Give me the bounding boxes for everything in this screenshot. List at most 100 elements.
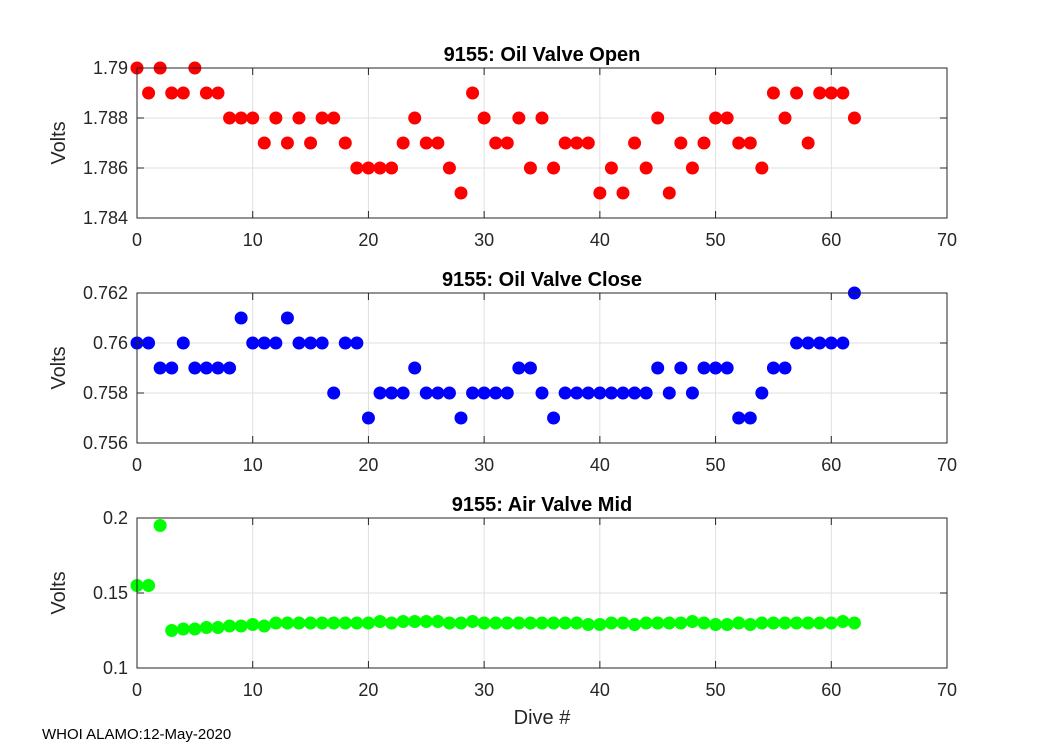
data-point xyxy=(327,111,341,125)
axes-frame xyxy=(136,67,948,219)
data-point xyxy=(570,136,584,150)
data-point xyxy=(373,615,387,628)
data-point xyxy=(442,386,456,400)
data-point xyxy=(628,136,642,150)
data-point xyxy=(280,311,294,325)
y-tick-label: 1.79 xyxy=(93,58,128,78)
data-point xyxy=(662,186,676,200)
x-tick-label: 40 xyxy=(590,455,610,475)
data-point xyxy=(477,111,491,125)
plot-area xyxy=(137,293,947,443)
data-point xyxy=(176,622,190,636)
data-point xyxy=(361,411,375,425)
data-point xyxy=(396,136,410,150)
x-tick-label: 60 xyxy=(821,455,841,475)
data-point xyxy=(315,336,329,350)
data-point xyxy=(304,336,318,350)
data-point xyxy=(176,86,190,100)
y-axis-label: Volts xyxy=(48,571,70,614)
data-point xyxy=(801,336,815,350)
data-point xyxy=(199,361,213,375)
data-point xyxy=(292,336,306,350)
data-point xyxy=(593,186,607,200)
data-point xyxy=(709,618,723,631)
x-tick-label: 20 xyxy=(358,680,378,700)
data-point xyxy=(327,616,341,630)
data-point xyxy=(142,579,156,592)
data-point xyxy=(246,336,260,350)
x-tick-label: 70 xyxy=(937,230,957,250)
data-point xyxy=(442,616,456,630)
data-point xyxy=(743,618,757,631)
data-point xyxy=(454,616,468,630)
data-point xyxy=(466,386,480,400)
data-point xyxy=(535,386,549,400)
data-point xyxy=(477,386,491,400)
data-point xyxy=(836,336,850,350)
data-point xyxy=(477,616,491,630)
data-point xyxy=(350,616,364,630)
data-point xyxy=(755,386,769,400)
chart-title: 9155: Oil Valve Open xyxy=(444,44,641,66)
data-point xyxy=(188,361,202,375)
y-tick-label: 0.76 xyxy=(93,333,128,353)
data-point xyxy=(142,86,156,100)
data-point xyxy=(466,615,480,628)
data-point xyxy=(720,361,734,375)
data-point xyxy=(847,111,861,125)
data-point xyxy=(651,111,665,125)
x-tick-label: 10 xyxy=(243,680,263,700)
data-point xyxy=(199,86,213,100)
x-tick-label: 30 xyxy=(474,455,494,475)
data-point xyxy=(813,336,827,350)
data-point xyxy=(558,136,572,150)
data-point xyxy=(165,361,179,375)
chart-title: 9155: Air Valve Mid xyxy=(452,494,632,516)
y-axis-label: Volts xyxy=(48,346,70,389)
data-point xyxy=(836,615,850,628)
footer-label: WHOI ALAMO:12-May-2020 xyxy=(42,726,232,743)
data-point xyxy=(593,618,607,631)
data-point xyxy=(616,386,630,400)
data-point xyxy=(535,111,549,125)
data-point xyxy=(709,361,723,375)
data-point xyxy=(234,111,248,125)
data-point xyxy=(801,136,815,150)
data-point xyxy=(651,361,665,375)
data-point xyxy=(674,361,688,375)
data-point xyxy=(709,111,723,125)
data-point xyxy=(373,161,387,175)
data-point xyxy=(408,361,422,375)
data-point xyxy=(338,336,352,350)
data-point xyxy=(350,161,364,175)
x-tick-label: 40 xyxy=(590,680,610,700)
data-point xyxy=(280,616,294,630)
data-point xyxy=(616,186,630,200)
data-point xyxy=(223,361,237,375)
data-point xyxy=(234,619,248,633)
y-tick-label: 0.2 xyxy=(103,508,128,528)
data-point xyxy=(489,136,503,150)
data-point xyxy=(246,111,260,125)
data-point xyxy=(697,616,711,630)
axes-frame xyxy=(136,292,948,444)
data-point xyxy=(743,136,757,150)
data-point xyxy=(431,136,445,150)
data-point xyxy=(500,616,514,630)
data-point xyxy=(257,136,271,150)
x-tick-label: 30 xyxy=(474,230,494,250)
data-point xyxy=(304,136,318,150)
y-tick-label: 1.788 xyxy=(83,108,128,128)
y-axis-label: Volts xyxy=(48,121,70,164)
data-point xyxy=(176,336,190,350)
data-point xyxy=(824,616,838,630)
data-point xyxy=(246,618,260,631)
data-point xyxy=(766,616,780,630)
data-point xyxy=(431,615,445,628)
data-point xyxy=(350,336,364,350)
data-point xyxy=(223,619,237,633)
x-tick-label: 50 xyxy=(706,680,726,700)
data-point xyxy=(523,616,537,630)
